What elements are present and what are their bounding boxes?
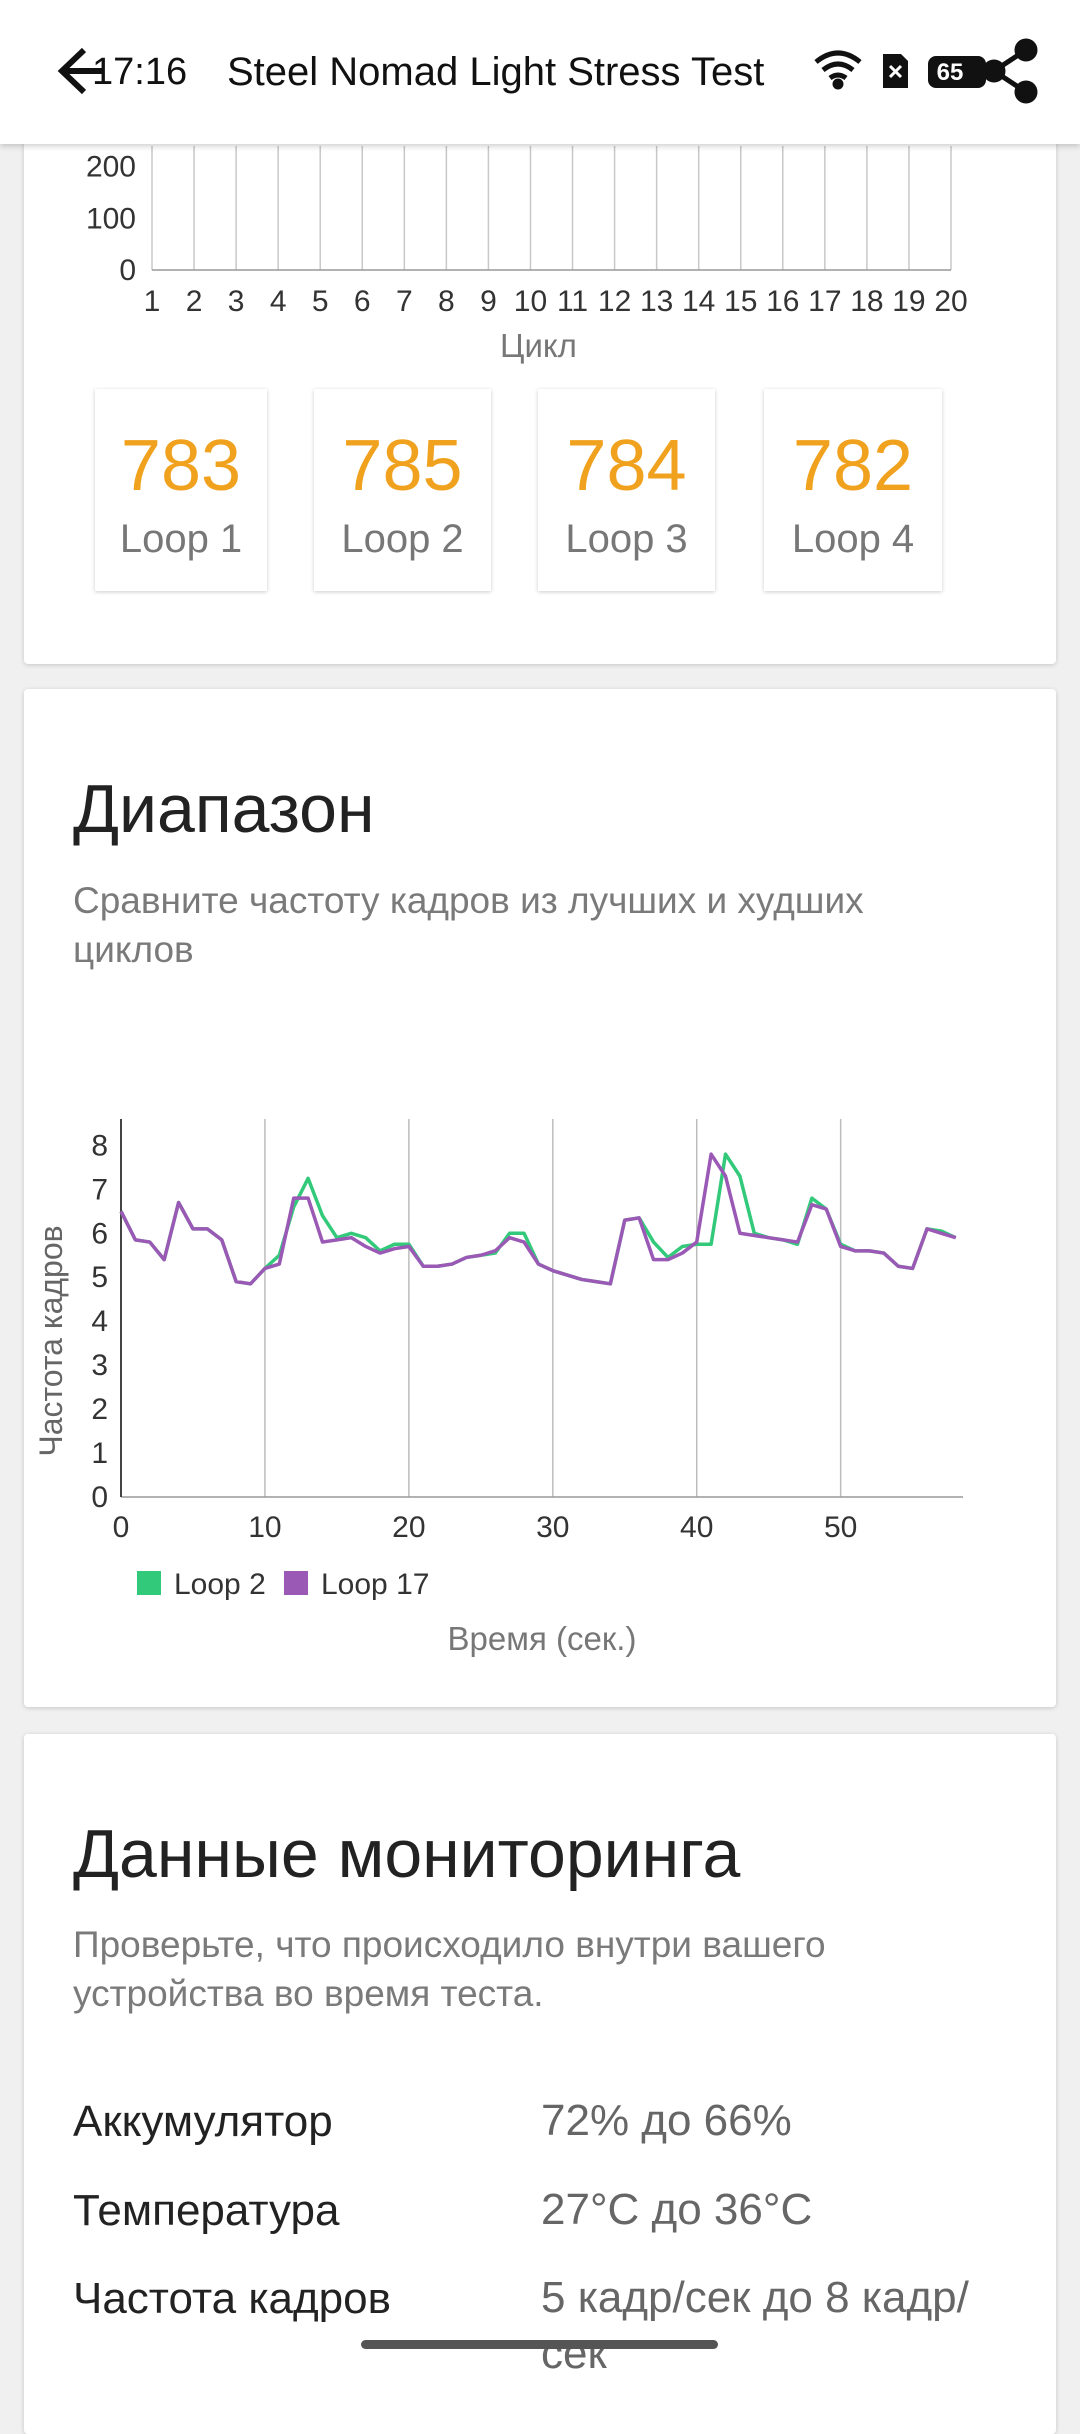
- x-tick-label: 3: [228, 285, 245, 318]
- row-label: Частота кадров: [73, 2274, 391, 2323]
- loop-score: 782: [792, 426, 914, 506]
- range-chart: 0 1 2 3 4 5 6 7 8 0 10 20 30 40 50 Время (сек.) Частота …: [33, 1119, 963, 1657]
- x-tick-label: 11: [557, 285, 588, 318]
- range-subtitle: Сравните частоту кадров из лучших и худш…: [73, 876, 864, 974]
- x-tick-label: 8: [438, 285, 455, 318]
- y-tick-label: 7: [91, 1173, 108, 1206]
- row-label: Аккумулятор: [73, 2097, 333, 2146]
- sim-icon: [883, 54, 908, 88]
- loop-score: 783: [120, 426, 242, 506]
- y-tick-label: 1: [91, 1437, 108, 1470]
- legend-label: Loop 17: [321, 1568, 429, 1601]
- legend-swatch: [284, 1571, 308, 1595]
- y-tick-label: 3: [91, 1349, 108, 1382]
- loop-score: 784: [566, 426, 687, 506]
- monitoring-subtitle: Проверьте, что происходило внутри вашего…: [73, 1920, 826, 2018]
- x-tick-label: 4: [270, 285, 287, 318]
- x-tick-label: 20: [934, 285, 967, 318]
- x-tick-label: 19: [892, 285, 925, 318]
- back-button[interactable]: [57, 47, 104, 95]
- battery-level: 65: [937, 59, 964, 86]
- loop-card: 784 Loop 3: [538, 389, 715, 591]
- y-tick-label: 4: [91, 1305, 108, 1338]
- app-header: 17:16 Steel Nomad Light Stress Test 65: [0, 0, 1080, 144]
- wifi-icon: [814, 50, 862, 90]
- x-tick-label: 2: [186, 285, 203, 318]
- row-value: 5 кадр/сек до 8 кадр/сек: [541, 2273, 969, 2378]
- y-tick-label: 200: [86, 151, 136, 184]
- legend-swatch: [137, 1571, 161, 1595]
- x-tick-label: 1: [144, 285, 161, 318]
- loop-label: Loop 4: [791, 517, 915, 561]
- row-label: Температура: [73, 2186, 340, 2235]
- x-tick-label: 7: [396, 285, 413, 318]
- y-tick-label: 100: [86, 202, 136, 235]
- x-tick-label: 30: [536, 1511, 569, 1544]
- y-tick-label: 0: [119, 254, 136, 287]
- loop-card: 783 Loop 1: [95, 389, 267, 591]
- x-tick-label: 14: [682, 285, 715, 318]
- x-tick-label: 6: [354, 285, 371, 318]
- x-tick-label: 0: [113, 1511, 130, 1544]
- x-axis-label: Время (сек.): [448, 1620, 637, 1657]
- loop-card: 785 Loop 2: [314, 389, 491, 591]
- subtitle-line: устройства во время теста.: [73, 1973, 544, 2014]
- range-title: Диапазон: [73, 771, 375, 847]
- monitoring-card: [24, 1734, 1056, 2434]
- x-axis-label: Цикл: [500, 327, 577, 364]
- subtitle-line: циклов: [73, 929, 194, 970]
- range-card: [24, 689, 1056, 1707]
- x-tick-label: 17: [808, 285, 841, 318]
- header-title: Steel Nomad Light Stress Test: [227, 50, 764, 94]
- subtitle-line: Сравните частоту кадров из лучших и худш…: [73, 880, 864, 921]
- y-tick-label: 6: [91, 1217, 108, 1250]
- share-button[interactable]: [982, 38, 1038, 104]
- x-tick-label: 50: [824, 1511, 857, 1544]
- loop-card-clipped: [989, 389, 1007, 591]
- x-tick-label: 5: [312, 285, 329, 318]
- subtitle-line: Проверьте, что происходило внутри вашего: [73, 1924, 826, 1965]
- row-value: 27°C до 36°C: [541, 2185, 813, 2234]
- battery-icon: 65: [928, 56, 992, 88]
- y-tick-label: 0: [91, 1481, 108, 1514]
- series-line: [119, 1152, 957, 1286]
- loop-card: 782 Loop 4: [764, 389, 942, 591]
- monitoring-title: Данные мониторинга: [73, 1816, 741, 1892]
- status-time: 17:16: [92, 51, 187, 93]
- x-tick-label: 20: [392, 1511, 425, 1544]
- loop-score: 785: [342, 426, 463, 506]
- x-tick-label: 9: [480, 285, 497, 318]
- loop-label: Loop 2: [341, 517, 464, 561]
- y-tick-label: 8: [91, 1129, 108, 1162]
- x-tick-label: 40: [680, 1511, 713, 1544]
- header-icons: 17:16 Steel Nomad Light Stress Test 65: [57, 38, 1038, 104]
- row-value: 72% до 66%: [541, 2096, 792, 2145]
- x-tick-label: 12: [598, 285, 631, 318]
- loop-label: Loop 3: [565, 517, 688, 561]
- y-tick-label: 5: [91, 1261, 108, 1294]
- x-tick-label: 10: [514, 285, 547, 318]
- x-tick-label: 18: [850, 285, 883, 318]
- y-tick-label: 2: [91, 1393, 108, 1426]
- x-tick-label: 13: [640, 285, 673, 318]
- x-tick-label: 16: [766, 285, 799, 318]
- y-axis-label: Частота кадров: [33, 1225, 69, 1456]
- x-tick-label: 15: [724, 285, 757, 318]
- legend-label: Loop 2: [174, 1568, 266, 1601]
- x-tick-label: 10: [248, 1511, 281, 1544]
- nav-handle[interactable]: [361, 2340, 718, 2349]
- loop-label: Loop 1: [119, 517, 243, 561]
